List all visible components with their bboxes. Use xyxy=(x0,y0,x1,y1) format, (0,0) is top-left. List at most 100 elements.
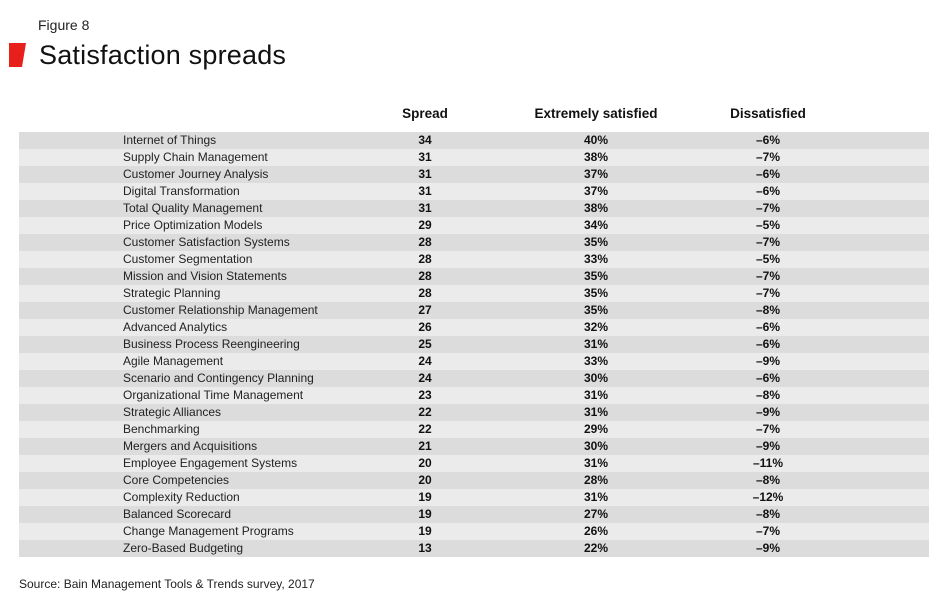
dissatisfied-value: –6% xyxy=(755,320,781,334)
table-row: Change Management Programs 19 26% –7% xyxy=(19,523,929,540)
tool-name: Mergers and Acquisitions xyxy=(123,439,258,453)
dissatisfied-value: –6% xyxy=(755,337,781,351)
spread-value: 28 xyxy=(418,235,432,249)
extremely-satisfied-value: 35% xyxy=(583,286,609,300)
table-row: Supply Chain Management 31 38% –7% xyxy=(19,149,929,166)
dissatisfied-value: –7% xyxy=(755,235,781,249)
spread-value: 19 xyxy=(418,524,432,538)
spread-value: 31 xyxy=(418,167,432,181)
tool-name: Supply Chain Management xyxy=(123,150,268,164)
spread-value: 28 xyxy=(418,252,432,266)
extremely-satisfied-value: 35% xyxy=(583,303,609,317)
tool-name: Mission and Vision Statements xyxy=(123,269,287,283)
spread-value: 31 xyxy=(418,201,432,215)
table-row: Price Optimization Models 29 34% –5% xyxy=(19,217,929,234)
tool-name: Customer Relationship Management xyxy=(123,303,318,317)
dissatisfied-value: –7% xyxy=(755,269,781,283)
extremely-satisfied-value: 37% xyxy=(583,167,609,181)
dissatisfied-value: –5% xyxy=(755,218,781,232)
title-row: Satisfaction spreads xyxy=(9,38,286,72)
spread-value: 28 xyxy=(418,286,432,300)
tool-name: Scenario and Contingency Planning xyxy=(123,371,314,385)
spread-value: 34 xyxy=(418,133,432,147)
extremely-satisfied-value: 30% xyxy=(583,371,609,385)
tool-name: Zero-Based Budgeting xyxy=(123,541,244,555)
table-row: Strategic Alliances 22 31% –9% xyxy=(19,404,929,421)
table-row: Business Process Reengineering 25 31% –6% xyxy=(19,336,929,353)
source-note: Source: Bain Management Tools & Trends s… xyxy=(19,577,315,591)
tool-name: Total Quality Management xyxy=(123,201,263,215)
page-title: Satisfaction spreads xyxy=(39,39,287,70)
table-row: Zero-Based Budgeting 13 22% –9% xyxy=(19,540,929,557)
dissatisfied-value: –9% xyxy=(755,439,781,453)
tool-name: Employee Engagement Systems xyxy=(123,456,298,470)
extremely-satisfied-value: 28% xyxy=(583,473,609,487)
extremely-satisfied-value: 40% xyxy=(583,133,609,147)
extremely-satisfied-value: 30% xyxy=(583,439,609,453)
extremely-satisfied-value: 37% xyxy=(583,184,609,198)
dissatisfied-value: –12% xyxy=(752,490,784,504)
table-row: Advanced Analytics 26 32% –6% xyxy=(19,319,929,336)
tool-name: Organizational Time Management xyxy=(123,388,304,402)
tool-name: Balanced Scorecard xyxy=(123,507,232,521)
table-row: Digital Transformation 31 37% –6% xyxy=(19,183,929,200)
extremely-satisfied-value: 26% xyxy=(583,524,609,538)
dissatisfied-value: –6% xyxy=(755,133,781,147)
extremely-satisfied-value: 32% xyxy=(583,320,609,334)
dissatisfied-value: –7% xyxy=(755,286,781,300)
dissatisfied-value: –6% xyxy=(755,184,781,198)
spread-value: 31 xyxy=(418,184,432,198)
spread-value: 22 xyxy=(418,422,432,436)
tool-name: Core Competencies xyxy=(123,473,230,487)
extremely-satisfied-value: 22% xyxy=(583,541,609,555)
spread-value: 27 xyxy=(418,303,432,317)
dissatisfied-value: –7% xyxy=(755,201,781,215)
tool-name: Business Process Reengineering xyxy=(123,337,300,351)
spread-value: 25 xyxy=(418,337,432,351)
table-row: Customer Satisfaction Systems 28 35% –7% xyxy=(19,234,929,251)
dissatisfied-value: –7% xyxy=(755,422,781,436)
tool-name: Customer Journey Analysis xyxy=(123,167,269,181)
tool-name: Strategic Alliances xyxy=(123,405,222,419)
table-row: Complexity Reduction 19 31% –12% xyxy=(19,489,929,506)
spread-value: 26 xyxy=(418,320,432,334)
table-row: Organizational Time Management 23 31% –8% xyxy=(19,387,929,404)
dissatisfied-value: –8% xyxy=(755,507,781,521)
dissatisfied-value: –6% xyxy=(755,167,781,181)
extremely-satisfied-value: 31% xyxy=(583,456,609,470)
dissatisfied-value: –5% xyxy=(755,252,781,266)
table-row: Benchmarking 22 29% –7% xyxy=(19,421,929,438)
extremely-satisfied-value: 35% xyxy=(583,269,609,283)
table-row: Strategic Planning 28 35% –7% xyxy=(19,285,929,302)
dissatisfied-value: –8% xyxy=(755,473,781,487)
spread-value: 22 xyxy=(418,405,432,419)
tool-name: Customer Segmentation xyxy=(123,252,253,266)
tool-name: Agile Management xyxy=(123,354,224,368)
tool-name: Benchmarking xyxy=(123,422,200,436)
table-row: Agile Management 24 33% –9% xyxy=(19,353,929,370)
dissatisfied-value: –6% xyxy=(755,371,781,385)
dissatisfied-value: –7% xyxy=(755,524,781,538)
extremely-satisfied-value: 38% xyxy=(583,150,609,164)
column-header-dissatisfied: Dissatisfied xyxy=(730,106,806,121)
extremely-satisfied-value: 27% xyxy=(583,507,609,521)
extremely-satisfied-value: 38% xyxy=(583,201,609,215)
table-row: Total Quality Management 31 38% –7% xyxy=(19,200,929,217)
spread-value: 19 xyxy=(418,507,432,521)
table-row: Balanced Scorecard 19 27% –8% xyxy=(19,506,929,523)
spread-value: 13 xyxy=(418,541,432,555)
satisfaction-table: Internet of Things 34 40% –6% Supply Chain M… xyxy=(19,132,929,557)
table-row: Customer Journey Analysis 31 37% –6% xyxy=(19,166,929,183)
column-header-extremely-satisfied: Extremely satisfied xyxy=(534,106,658,121)
column-header-spread: Spread xyxy=(402,106,448,121)
spread-value: 24 xyxy=(418,371,432,385)
table-row: Mergers and Acquisitions 21 30% –9% xyxy=(19,438,929,455)
table-row: Customer Segmentation 28 33% –5% xyxy=(19,251,929,268)
dissatisfied-value: –11% xyxy=(752,456,784,470)
extremely-satisfied-value: 29% xyxy=(583,422,609,436)
tool-name: Complexity Reduction xyxy=(123,490,240,504)
extremely-satisfied-value: 33% xyxy=(583,354,609,368)
extremely-satisfied-value: 31% xyxy=(583,405,609,419)
spread-value: 20 xyxy=(418,456,432,470)
dissatisfied-value: –9% xyxy=(755,541,781,555)
